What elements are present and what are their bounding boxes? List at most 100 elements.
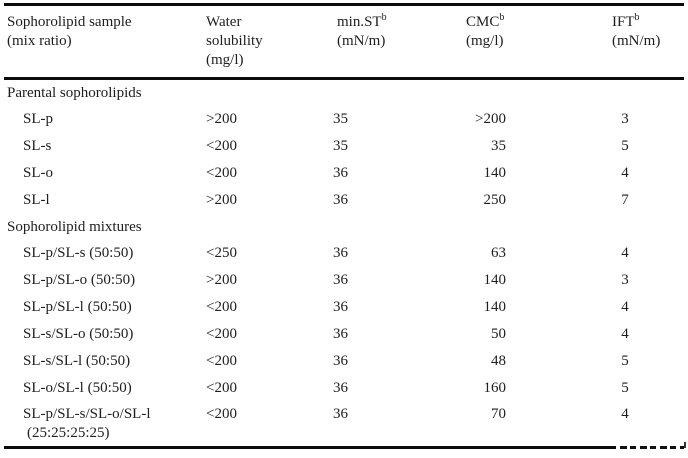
column-header-sample-line2: (mix ratio) bbox=[7, 33, 72, 49]
ift-value: 4 bbox=[621, 165, 629, 181]
ift-value: 4 bbox=[621, 299, 629, 315]
column-header-sample: Sophorolipid sample (mix ratio) bbox=[4, 13, 206, 77]
cell-ift: 3 bbox=[612, 267, 684, 294]
cell-water-solubility: >200 bbox=[206, 272, 237, 288]
cell-water-solubility: <200 bbox=[206, 380, 237, 396]
cmc-value: 140 bbox=[483, 272, 507, 288]
cmc-value: 140 bbox=[483, 299, 507, 315]
column-header-cmc-unit: (mg/l) bbox=[466, 33, 504, 49]
ift-value: 4 bbox=[621, 406, 629, 422]
cell-water-solubility: <200 bbox=[206, 165, 237, 181]
cell-sample: SL-s/SL-l (50:50) bbox=[4, 348, 206, 375]
min-st-value: 36 bbox=[333, 299, 348, 315]
cmc-footnote-marker: b bbox=[499, 12, 505, 23]
cell-water-solubility: <200 bbox=[206, 138, 237, 154]
cell-cmc: 35 bbox=[466, 133, 612, 160]
cell-min-st: 36 bbox=[333, 240, 466, 267]
cmc-value: 160 bbox=[483, 380, 507, 396]
min-st-value: 35 bbox=[333, 111, 348, 127]
table-row: SL-s/SL-o (50:50) <200 36 50 4 bbox=[4, 321, 684, 348]
min-st-value: 36 bbox=[333, 192, 348, 208]
cell-sample: SL-p/SL-o (50:50) bbox=[4, 267, 206, 294]
ift-value: 5 bbox=[621, 380, 629, 396]
cell-ift: 3 bbox=[612, 106, 684, 133]
cmc-value: 35 bbox=[491, 138, 506, 154]
column-header-min-st-name: min.STb bbox=[337, 13, 466, 32]
sophorolipid-properties-table: Sophorolipid sample (mix ratio) Water so… bbox=[4, 3, 686, 449]
min-st-value: 36 bbox=[333, 245, 348, 261]
cell-sample: SL-s bbox=[4, 133, 206, 160]
cell-ift: 5 bbox=[612, 348, 684, 375]
cell-min-st: 35 bbox=[333, 133, 466, 160]
table-section-row: Sophorolipid mixtures bbox=[4, 214, 684, 240]
sample-label: SL-s/SL-o (50:50) bbox=[23, 326, 134, 342]
cell-sample: SL-o bbox=[4, 160, 206, 187]
cell-min-st: 36 bbox=[333, 321, 466, 348]
section-header-label: Sophorolipid mixtures bbox=[7, 219, 142, 235]
cell-water-solubility: <200 bbox=[206, 406, 237, 422]
cmc-value: 140 bbox=[483, 165, 507, 181]
min-st-value: 36 bbox=[333, 326, 348, 342]
sample-label: SL-s/SL-l (50:50) bbox=[23, 353, 131, 369]
cell-water-solubility: <250 bbox=[206, 245, 237, 261]
min-st-value: 36 bbox=[333, 165, 348, 181]
cell-min-st: 36 bbox=[333, 348, 466, 375]
cell-ift: 5 bbox=[612, 375, 684, 402]
column-header-cmc: CMCb (mg/l) bbox=[466, 13, 612, 77]
cmc-value: 250 bbox=[483, 192, 507, 208]
column-header-min-st-unit: (mN/m) bbox=[337, 33, 386, 49]
cell-cmc: 140 bbox=[466, 267, 612, 294]
column-header-water-line1: Water bbox=[206, 14, 242, 30]
cell-cmc: 160 bbox=[466, 375, 612, 402]
cell-ift: 7 bbox=[612, 187, 684, 214]
cell-water-solubility: >200 bbox=[206, 192, 237, 208]
cell-min-st: 36 bbox=[333, 375, 466, 402]
table-row: SL-p/SL-s (50:50) <250 36 63 4 bbox=[4, 240, 684, 267]
cell-ift: 4 bbox=[612, 294, 684, 321]
ift-value: 3 bbox=[621, 272, 629, 288]
cell-sample: SL-s/SL-o (50:50) bbox=[4, 321, 206, 348]
table-row: SL-p >200 35 >200 3 bbox=[4, 106, 684, 133]
cell-sample: SL-p/SL-s/SL-o/SL-l (25:25:25:25) bbox=[4, 405, 206, 443]
cell-min-st: 35 bbox=[333, 106, 466, 133]
sample-label: SL-o/SL-l (50:50) bbox=[23, 380, 132, 396]
table-body: Parental sophorolipids SL-p >200 35 >200 3 SL-… bbox=[4, 80, 684, 446]
sample-label: SL-p/SL-l (50:50) bbox=[23, 299, 132, 315]
table-top-rule bbox=[4, 3, 684, 6]
sample-label: SL-l bbox=[23, 192, 50, 208]
sample-label-line2: (25:25:25:25) bbox=[27, 425, 110, 441]
ift-value: 4 bbox=[621, 326, 629, 342]
sample-label: SL-p/SL-o (50:50) bbox=[23, 272, 136, 288]
column-header-ift-name: IFTb bbox=[612, 13, 684, 32]
cell-sample: SL-p/SL-s (50:50) bbox=[4, 240, 206, 267]
cell-cmc: 140 bbox=[466, 160, 612, 187]
cmc-value: 48 bbox=[491, 353, 506, 369]
cell-ift: 4 bbox=[612, 160, 684, 187]
cell-cmc: 250 bbox=[466, 187, 612, 214]
cell-sample: SL-l bbox=[4, 187, 206, 214]
column-header-cmc-name: CMCb bbox=[466, 13, 612, 32]
cmc-value: 63 bbox=[491, 245, 506, 261]
cell-cmc: 140 bbox=[466, 294, 612, 321]
section-header-label: Parental sophorolipids bbox=[7, 85, 142, 101]
ift-value: 5 bbox=[621, 138, 629, 154]
cell-cmc: 63 bbox=[466, 240, 612, 267]
min-st-value: 36 bbox=[333, 272, 348, 288]
column-header-water-solubility: Water solubility (mg/l) bbox=[206, 13, 337, 77]
cmc-value: 50 bbox=[491, 326, 506, 342]
column-header-min-st: min.STb (mN/m) bbox=[337, 13, 466, 77]
min-st-label: min.ST bbox=[337, 14, 382, 30]
bottom-rule-dashed-segment bbox=[616, 446, 684, 449]
cell-min-st: 36 bbox=[333, 187, 466, 214]
table-section-row: Parental sophorolipids bbox=[4, 80, 684, 106]
bottom-rule-solid-segment bbox=[4, 446, 616, 449]
ift-label: IFT bbox=[612, 14, 635, 30]
min-st-value: 36 bbox=[333, 380, 348, 396]
cell-ift: 4 bbox=[612, 321, 684, 348]
min-st-value: 35 bbox=[333, 138, 348, 154]
cell-cmc: >200 bbox=[466, 106, 612, 133]
cell-min-st: 36 bbox=[333, 405, 466, 443]
cell-min-st: 36 bbox=[333, 160, 466, 187]
table-header-separator-rule bbox=[4, 77, 684, 80]
cell-ift: 4 bbox=[612, 405, 684, 443]
